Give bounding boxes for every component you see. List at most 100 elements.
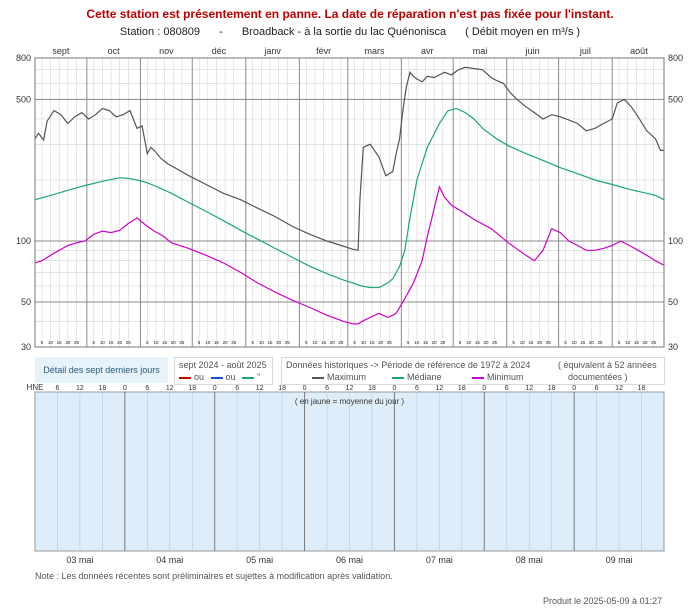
- day-tick-label: 20: [642, 340, 648, 345]
- day-tick-label: 5: [146, 340, 149, 345]
- day-tick-label: 10: [205, 340, 211, 345]
- day-label: 03 mai: [66, 555, 93, 565]
- day-tick-label: 15: [475, 340, 481, 345]
- recent-chart: 6 12 18 0 6 12 18 0 6 12 18 0 6 12 18 0 6 12 18 0 6 12 18 0 6 12 1…: [27, 383, 665, 565]
- day-tick-label: 25: [285, 340, 291, 345]
- legend-maximum-label: Maximum: [327, 372, 367, 382]
- day-tick-label: 10: [100, 340, 106, 345]
- mediane-swatch: [392, 376, 404, 379]
- day-tick-label: 10: [466, 340, 472, 345]
- legend-maximum: Maximum: [312, 372, 366, 382]
- month-label: juil: [579, 46, 591, 56]
- day-tick-label: 20: [276, 340, 282, 345]
- daily-mean-annotation: ( en jaune = moyenne du jour ): [295, 397, 405, 406]
- hour-tick-label: 0: [482, 385, 486, 392]
- current-legend-text-3: ": [257, 372, 261, 382]
- day-tick-label: 5: [198, 340, 201, 345]
- day-tick-label: 25: [387, 340, 393, 345]
- y-tick-label-left: 800: [16, 53, 31, 63]
- minimum-swatch: [472, 376, 484, 379]
- day-label: 08 mai: [516, 555, 543, 565]
- day-tick-label: 15: [214, 340, 220, 345]
- hour-tick-label: 0: [392, 385, 396, 392]
- month-label: janv: [263, 46, 281, 56]
- day-tick-label: 25: [440, 340, 446, 345]
- month-label: déc: [212, 46, 227, 56]
- day-tick-label: 25: [546, 340, 552, 345]
- day-tick-label: 5: [353, 340, 356, 345]
- day-tick-label: 5: [92, 340, 95, 345]
- hour-tick-label: 6: [595, 385, 599, 392]
- day-tick-label: 15: [268, 340, 274, 345]
- hour-tick-label: 12: [166, 385, 174, 392]
- current-period-legend: sept 2024 - août 2025 ou ou ": [174, 357, 273, 385]
- legend-minimum-label: Minimum: [487, 372, 524, 382]
- day-tick-label: 20: [330, 340, 336, 345]
- recent-days-tab[interactable]: Détail des sept derniers jours: [35, 357, 168, 383]
- current-swatch-3: [242, 376, 255, 379]
- produced-timestamp: Produit le 2025-05-09 à 01:27: [543, 596, 663, 606]
- day-tick-label: 25: [651, 340, 657, 345]
- day-tick-label: 5: [564, 340, 567, 345]
- current-swatch: [179, 376, 191, 379]
- footer-note: Note : Les données récentes sont prélimi…: [35, 571, 393, 581]
- y-tick-label-right: 500: [668, 94, 683, 104]
- day-tick-label: 20: [65, 340, 71, 345]
- day-tick-label: 20: [378, 340, 384, 345]
- day-tick-label: 25: [598, 340, 604, 345]
- y-tick-label-right: 30: [668, 342, 678, 352]
- hour-tick-label: 12: [76, 385, 84, 392]
- station-name: Broadback - à la sortie du lac Quénonisc…: [241, 26, 447, 38]
- day-label: 05 mai: [246, 555, 273, 565]
- day-tick-label: 5: [512, 340, 515, 345]
- day-tick-label: 15: [580, 340, 586, 345]
- y-tick-label-right: 800: [668, 53, 683, 63]
- y-tick-label-left: 100: [16, 236, 31, 246]
- hour-tick-label: 12: [435, 385, 443, 392]
- hour-tick-label: 0: [123, 385, 127, 392]
- day-tick-label: 5: [618, 340, 621, 345]
- historic-legend-note-2: documentées ): [568, 372, 628, 382]
- day-tick-label: 5: [41, 340, 44, 345]
- month-label: sept: [52, 46, 70, 56]
- day-tick-label: 25: [492, 340, 498, 345]
- hour-tick-label: 6: [505, 385, 509, 392]
- day-tick-label: 10: [153, 340, 159, 345]
- hour-tick-label: 18: [548, 385, 556, 392]
- maximum-swatch: [312, 376, 324, 379]
- day-tick-label: 10: [572, 340, 578, 345]
- historic-legend-note-1: ( équivalent à 52 années: [558, 360, 657, 370]
- y-tick-label-left: 30: [21, 342, 31, 352]
- day-tick-label: 10: [312, 340, 318, 345]
- hour-tick-label: 6: [235, 385, 239, 392]
- hour-tick-label: 12: [346, 385, 354, 392]
- month-label: mars: [365, 46, 385, 56]
- day-label: 04 mai: [156, 555, 183, 565]
- recent-days-label: Détail des sept derniers jours: [43, 365, 160, 375]
- hour-tick-label: 6: [415, 385, 419, 392]
- current-legend-text-1: ou: [194, 372, 205, 382]
- current-legend-row: ou ou ": [179, 372, 260, 382]
- day-tick-label: 15: [109, 340, 115, 345]
- legend-minimum: Minimum: [472, 372, 524, 382]
- day-tick-label: 20: [537, 340, 543, 345]
- day-tick-label: 20: [484, 340, 490, 345]
- y-tick-label-left: 50: [21, 297, 31, 307]
- maximum-series-line: [34, 66, 664, 252]
- day-tick-label: 15: [423, 340, 429, 345]
- day-tick-label: 20: [117, 340, 123, 345]
- legend-mediane-label: Médiane: [407, 372, 442, 382]
- plot-area: [34, 57, 665, 348]
- day-tick-label: 25: [231, 340, 237, 345]
- day-tick-label: 5: [251, 340, 254, 345]
- day-tick-label: 10: [48, 340, 54, 345]
- day-tick-label: 15: [57, 340, 63, 345]
- hour-tick-label: 12: [615, 385, 623, 392]
- hour-tick-label: 18: [638, 385, 646, 392]
- hour-tick-label: 18: [368, 385, 376, 392]
- month-label: août: [630, 46, 648, 56]
- day-tick-label: 15: [369, 340, 375, 345]
- day-label: 07 mai: [426, 555, 453, 565]
- hour-tick-label: 18: [278, 385, 286, 392]
